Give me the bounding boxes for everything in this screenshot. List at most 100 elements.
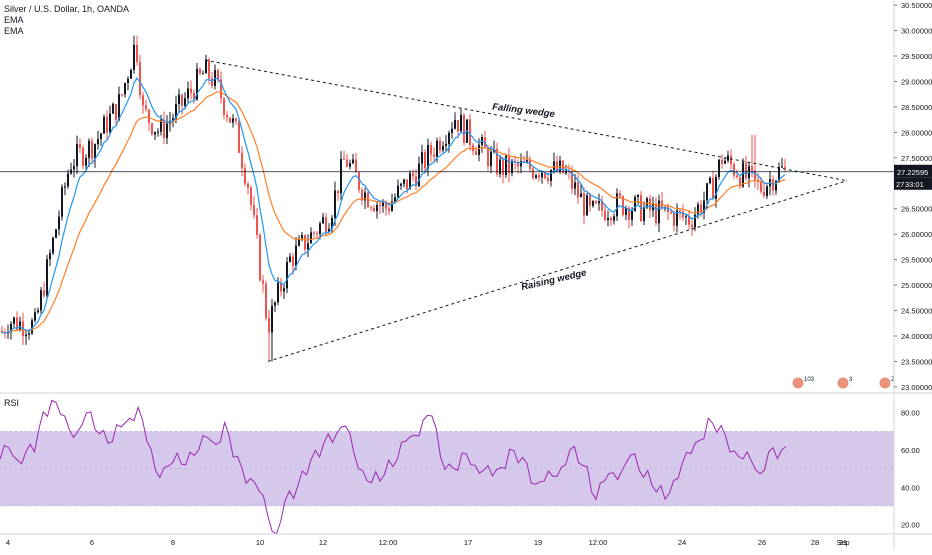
- price-tick-label: 30.00000: [901, 27, 932, 36]
- candle-body: [112, 103, 114, 114]
- countdown-partial: 27: [896, 180, 904, 189]
- candle-body: [364, 192, 366, 201]
- candle-body: [430, 144, 432, 155]
- time-tick-label: 19: [534, 538, 542, 547]
- time-tick-label: 17: [464, 538, 472, 547]
- candle-body: [16, 317, 18, 330]
- candle-body: [517, 162, 519, 167]
- candle-body: [46, 259, 48, 296]
- candle-body: [127, 78, 129, 84]
- candle-body: [271, 305, 273, 333]
- price-layer: Falling wedge Raising wedge 103 3 2: [0, 35, 895, 390]
- flag-icon: [791, 376, 805, 390]
- candle-body: [721, 159, 723, 164]
- candle-body: [37, 310, 39, 313]
- candle-body: [274, 302, 276, 306]
- candle-body: [67, 173, 69, 187]
- price-tick-label: 24.00000: [901, 332, 932, 341]
- candle-body: [187, 88, 189, 99]
- candle-body: [733, 164, 735, 176]
- candle-body: [235, 118, 237, 122]
- candle-body: [286, 261, 288, 289]
- candle-body: [247, 183, 249, 188]
- candle-body: [316, 233, 318, 235]
- candle-body: [148, 109, 150, 124]
- candle-body: [637, 194, 639, 197]
- ema-legend-1[interactable]: EMA: [4, 15, 24, 25]
- candle-body: [304, 235, 306, 250]
- price-tick-label: 30.50000: [901, 1, 932, 10]
- candle-body: [325, 217, 327, 233]
- candles-group: [1, 35, 786, 362]
- candle-body: [184, 98, 186, 106]
- candle-body: [73, 166, 75, 170]
- candle-body: [622, 196, 624, 215]
- candle-body: [331, 217, 333, 229]
- event-count: 103: [804, 377, 815, 383]
- candle-body: [679, 210, 681, 212]
- candle-body: [688, 216, 690, 225]
- candle-body: [685, 216, 687, 218]
- candle-body: [682, 211, 684, 218]
- rsi-legend[interactable]: RSI: [4, 398, 20, 408]
- candle-body: [619, 193, 621, 197]
- candle-body: [448, 132, 450, 145]
- candle-body: [724, 160, 726, 164]
- candle-body: [457, 119, 459, 132]
- candle-body: [172, 118, 174, 121]
- candle-body: [400, 183, 402, 186]
- candle-body: [751, 166, 753, 171]
- falling-wedge-line: [204, 59, 848, 182]
- candle-body: [34, 312, 36, 321]
- candle-body: [202, 73, 204, 75]
- candle-body: [199, 68, 201, 74]
- candle-body: [571, 171, 573, 189]
- candle-body: [409, 173, 411, 190]
- candle-body: [697, 204, 699, 215]
- candle-body: [88, 140, 90, 158]
- candle-body: [487, 148, 489, 167]
- time-tick-label: 31: [839, 538, 847, 547]
- candle-body: [139, 61, 141, 96]
- candle-body: [391, 201, 393, 211]
- time-tick-label: 6: [90, 538, 94, 547]
- candle-body: [397, 185, 399, 198]
- candle-body: [601, 201, 603, 211]
- candle-body: [82, 147, 84, 166]
- candle-body: [541, 172, 543, 178]
- candle-body: [547, 178, 549, 181]
- candle-body: [208, 59, 210, 79]
- candle-body: [505, 155, 507, 176]
- candle-body: [535, 175, 537, 178]
- candle-body: [442, 146, 444, 151]
- candle-body: [226, 114, 228, 118]
- candle-body: [403, 179, 405, 184]
- candle-body: [298, 239, 300, 246]
- candle-body: [28, 333, 30, 335]
- ema-legend-2[interactable]: EMA: [4, 26, 24, 36]
- flag-icon: [836, 376, 850, 390]
- price-tick-label: 25.50000: [901, 256, 932, 265]
- price-tick-label: 23.50000: [901, 357, 932, 366]
- candle-body: [118, 94, 120, 121]
- candle-body: [334, 190, 336, 218]
- candle-body: [613, 216, 615, 221]
- falling-wedge-label: Falling wedge: [492, 102, 556, 121]
- candle-body: [10, 323, 12, 333]
- candle-body: [265, 283, 267, 318]
- last-price-tag: [894, 164, 932, 178]
- candle-body: [700, 204, 702, 213]
- candle-body: [784, 166, 786, 168]
- time-tick-label: 10: [256, 538, 264, 547]
- rsi-tick-label: 80.00: [901, 409, 920, 418]
- candle-body: [217, 70, 219, 80]
- candle-body: [382, 202, 384, 207]
- candle-body: [439, 140, 441, 151]
- candle-body: [259, 234, 261, 281]
- candle-body: [319, 223, 321, 235]
- rsi-tick-label: 40.00: [901, 483, 920, 492]
- candle-body: [655, 203, 657, 224]
